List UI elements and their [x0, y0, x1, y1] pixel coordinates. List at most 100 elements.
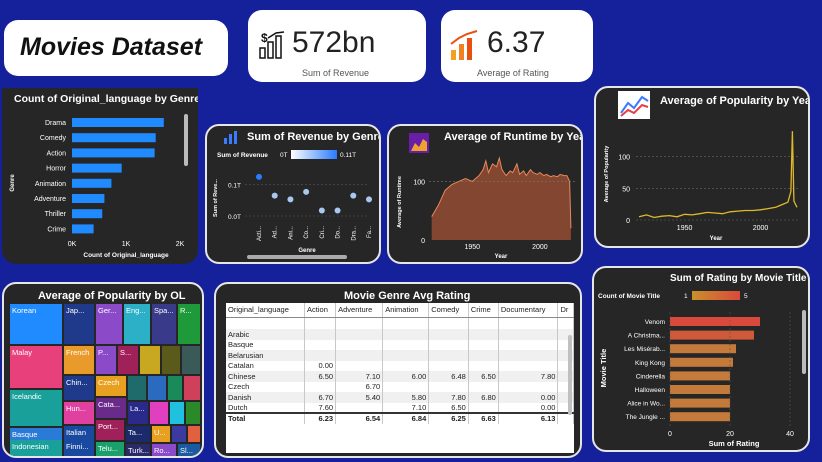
table-row: Danish 6.70 5.40 5.80 7.80 6.80 0.00 — [226, 392, 574, 403]
genre-bar — [72, 178, 112, 188]
treemap-cell[interactable]: Malay — [10, 346, 62, 388]
x-tick-label: Ani... — [288, 226, 294, 240]
movie-title-label: Les Misérab... — [624, 346, 665, 353]
treemap-cell[interactable]: Jap... — [64, 304, 94, 344]
matrix-scrollbar[interactable] — [568, 335, 572, 415]
treemap-cell[interactable]: Czech — [96, 376, 126, 396]
x-tick-label: Acti... — [257, 226, 263, 241]
treemap-cell[interactable] — [172, 426, 186, 442]
table-row: Arabic — [226, 329, 574, 340]
column-header[interactable]: Documentary — [498, 303, 559, 318]
column-header[interactable]: Crime — [468, 303, 499, 318]
column-header[interactable]: Animation — [382, 303, 430, 318]
x-tick-label: 0K — [68, 241, 77, 248]
treemap-cell[interactable]: U... — [152, 426, 170, 442]
y-tick-label: 0 — [421, 238, 425, 245]
revenue-point — [287, 196, 294, 203]
treemap-cell[interactable]: Hun... — [64, 402, 94, 424]
treemap-cell[interactable]: Finni... — [64, 440, 94, 456]
treemap-cell[interactable] — [162, 346, 180, 374]
treemap-cell[interactable]: Turk... — [126, 444, 150, 456]
column-header[interactable]: Original_language — [226, 303, 306, 318]
row-label: Catalan — [226, 360, 306, 371]
genre-bar — [72, 224, 94, 234]
treemap-cell[interactable] — [140, 346, 160, 374]
popularity-line — [638, 131, 798, 219]
kpi-rating-label: Average of Rating — [477, 68, 549, 78]
treemap-cell[interactable]: Ta... — [126, 426, 150, 442]
treemap-cell[interactable] — [186, 402, 200, 424]
table-cell — [498, 339, 559, 350]
treemap-cell[interactable] — [168, 376, 182, 400]
treemap-cell[interactable]: Chin... — [64, 376, 94, 400]
treemap-cell[interactable]: La... — [128, 402, 148, 424]
treemap-cell[interactable] — [182, 346, 200, 374]
treemap-cell[interactable]: Korean — [10, 304, 62, 344]
revenue-point — [318, 207, 325, 214]
genre-bar — [72, 209, 103, 219]
table-cell: 6.25 — [428, 412, 469, 424]
table-cell — [468, 329, 499, 340]
treemap-cell[interactable]: Telu... — [96, 442, 124, 456]
column-header[interactable]: Adventure — [335, 303, 384, 318]
genre-label: Adventure — [34, 196, 66, 203]
table-cell — [428, 329, 469, 340]
genre-count-chart: Drama Comedy Action Horror Animation Adventur… — [10, 118, 185, 259]
treemap-cell[interactable]: P... — [96, 346, 116, 374]
legend-max: 5 — [744, 293, 748, 300]
panel-genre-table[interactable]: Movie Genre Avg Rating Original_language… — [214, 282, 582, 458]
revenue-scatter-chart: Sum of Revenue 0T 0.11T 0.1T 0.0T Acti... Ad..… — [213, 150, 373, 259]
genre-bar — [72, 118, 164, 127]
table-cell — [382, 360, 430, 371]
treemap-cell[interactable]: Icelandic — [10, 390, 62, 426]
x-tick-label: 1K — [122, 241, 131, 248]
treemap-cell[interactable]: Eng... — [124, 304, 150, 344]
kpi-revenue-card[interactable]: $ 572bn Sum of Revenue — [248, 10, 426, 82]
popularity-line-chart: 100 50 0 1950 2000 Year Average of Popularity — [604, 131, 800, 242]
scrollbar[interactable] — [802, 310, 806, 374]
treemap-cell[interactable]: Ger... — [96, 304, 122, 344]
panel-revenue-by-genre[interactable]: Sum of Revenue by Genre Sum of Revenue 0T… — [205, 124, 381, 264]
table-cell — [498, 329, 559, 340]
x-tick-label: 1950 — [464, 244, 480, 251]
column-header[interactable]: Comedy — [428, 303, 469, 318]
table-cell — [557, 402, 574, 413]
column-header[interactable]: Dr — [557, 303, 574, 318]
treemap-cell[interactable]: Cata... — [96, 398, 126, 418]
spacer-row — [226, 317, 574, 329]
row-label: Danish — [226, 392, 306, 403]
treemap-cell[interactable] — [150, 402, 168, 424]
treemap-cell[interactable]: R... — [178, 304, 200, 344]
genre-label: Horror — [46, 166, 67, 173]
x-axis-title: Sum of Rating — [709, 439, 760, 448]
treemap-cell[interactable] — [184, 376, 200, 400]
scrollbar[interactable] — [184, 114, 188, 166]
treemap-cell[interactable] — [128, 376, 146, 400]
table-cell — [382, 350, 430, 361]
kpi-rating-value: 6.37 — [487, 26, 546, 59]
treemap-cell[interactable]: Ro... — [152, 444, 176, 456]
panel-runtime-by-year[interactable]: Average of Runtime by Year 100 0 1950 2000 Y… — [387, 124, 583, 264]
treemap-cell[interactable]: Sl... — [178, 444, 200, 456]
kpi-rating-card[interactable]: 6.37 Average of Rating — [441, 10, 593, 82]
table-cell — [498, 360, 559, 371]
treemap-cell[interactable]: French — [64, 346, 94, 374]
treemap-cell[interactable]: Indonesian — [10, 440, 62, 456]
panel-rating-by-title[interactable]: Sum of Rating by Movie Title Count of Mo… — [592, 266, 810, 452]
column-header[interactable]: Action — [304, 303, 337, 318]
panel-language-by-genre[interactable]: Count of Original_language by Genre Dram… — [2, 88, 198, 264]
treemap-cell[interactable]: Port... — [96, 420, 124, 440]
panel-title: Sum of Revenue by Genre — [247, 131, 381, 143]
treemap-cell[interactable]: S... — [118, 346, 138, 374]
panel-popularity-by-year[interactable]: Average of Popularity by Year 100 50 0 1950… — [594, 86, 810, 248]
treemap-cell[interactable] — [188, 426, 200, 442]
genre-bar — [72, 163, 122, 173]
treemap-cell[interactable] — [148, 376, 166, 400]
treemap-cell[interactable] — [170, 402, 184, 424]
table-cell — [304, 381, 337, 392]
table-cell — [557, 412, 574, 424]
panel-popularity-by-ol[interactable]: Average of Popularity by OL Korean Jap...… — [2, 282, 204, 458]
table-cell — [304, 339, 337, 350]
treemap-cell[interactable]: Spa... — [152, 304, 176, 344]
panel-title: Count of Original_language by Genre — [14, 93, 198, 105]
